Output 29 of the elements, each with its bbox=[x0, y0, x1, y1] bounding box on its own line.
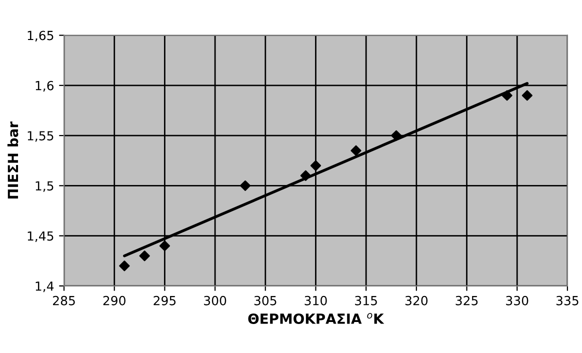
x-tick-label: 335 bbox=[556, 296, 578, 306]
x-tick-label: 320 bbox=[405, 296, 428, 306]
y-tick-label: 1,4 bbox=[36, 282, 54, 292]
point bbox=[502, 90, 512, 101]
x-tick-label: 295 bbox=[154, 296, 176, 306]
x-tick-label: 325 bbox=[456, 296, 478, 306]
point bbox=[350, 145, 362, 156]
y-tick-label: 1,55 bbox=[28, 131, 54, 142]
point bbox=[310, 160, 322, 171]
point bbox=[240, 180, 251, 191]
y-tick-label: 1,5 bbox=[36, 181, 54, 192]
x-tick-label: 310 bbox=[304, 296, 327, 306]
y-tick-label: 1,65 bbox=[28, 30, 54, 42]
x-tick-label: 290 bbox=[103, 296, 126, 306]
y-axis-title: ΠΙΕΣΗ bar bbox=[7, 121, 18, 199]
x-tick-label: 330 bbox=[506, 296, 528, 306]
x-tick-label: 315 bbox=[355, 296, 377, 306]
point bbox=[139, 250, 150, 262]
point bbox=[522, 90, 532, 101]
x-tick-label: 285 bbox=[53, 296, 75, 306]
point bbox=[300, 170, 311, 181]
y-tick-label: 1,6 bbox=[36, 80, 54, 92]
y-tick-label: 1,45 bbox=[28, 231, 54, 242]
x-tick-label: 300 bbox=[204, 296, 226, 306]
point bbox=[119, 260, 130, 272]
x-axis-title: ΘΕΡΜΟΚΡΑΣΙΑ $^{o}$K bbox=[248, 313, 384, 324]
point bbox=[159, 240, 170, 252]
point bbox=[390, 130, 402, 141]
x-tick-label: 305 bbox=[254, 296, 276, 306]
